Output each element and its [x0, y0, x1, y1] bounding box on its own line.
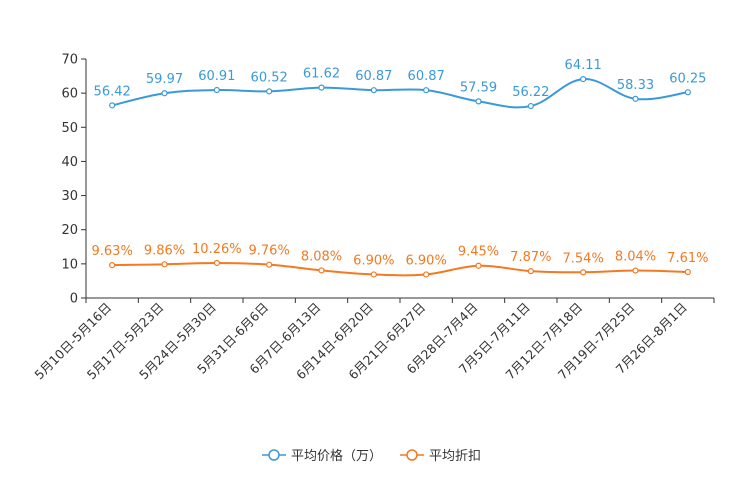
data-label: 59.97	[146, 72, 183, 87]
data-point[interactable]	[266, 261, 273, 268]
data-point[interactable]	[370, 87, 377, 94]
legend-item-avg-discount[interactable]: 平均折扣	[400, 449, 481, 464]
data-label: 10.26%	[192, 242, 242, 257]
data-point[interactable]	[161, 261, 168, 268]
data-label: 8.08%	[301, 249, 342, 264]
y-tick-label: 30	[61, 189, 78, 204]
series-line	[112, 261, 688, 277]
data-label: 60.25	[669, 71, 706, 86]
data-point[interactable]	[475, 98, 482, 105]
data-label: 61.62	[303, 67, 340, 82]
data-label: 6.90%	[406, 253, 447, 268]
data-point[interactable]	[684, 268, 691, 276]
data-point[interactable]	[632, 267, 639, 274]
legend-item-avg-price[interactable]: 平均价格（万）	[262, 448, 382, 464]
y-tick-label: 20	[61, 223, 78, 238]
data-point[interactable]	[318, 84, 325, 91]
legend[interactable]: 平均价格（万） 平均折扣	[262, 448, 481, 464]
data-point[interactable]	[213, 86, 220, 94]
data-point[interactable]	[527, 268, 534, 275]
data-point[interactable]	[475, 262, 482, 269]
data-label: 58.33	[617, 78, 654, 93]
y-tick-label: 0	[70, 292, 78, 307]
data-point[interactable]	[370, 271, 377, 278]
data-point[interactable]	[423, 87, 430, 94]
series-avg-price: 56.42 59.97 60.91 60.52 61.62 60.87 60.87 57.59…	[94, 58, 706, 110]
y-tick-label: 50	[61, 121, 78, 136]
x-axis-ticks: 5月10日-5月16日5月17日-5月23日5月24日-5月30日5月31日-6…	[31, 298, 715, 382]
data-label: 60.91	[198, 69, 235, 84]
y-tick-label: 60	[61, 87, 78, 102]
data-point[interactable]	[632, 95, 639, 102]
series-avg-discount: 9.63% 9.86% 10.26% 9.76% 8.08% 6.90% 6.90% 9.45…	[92, 242, 708, 278]
data-label: 9.63%	[92, 244, 133, 259]
y-tick-label: 10	[61, 257, 78, 272]
data-point[interactable]	[161, 90, 168, 97]
data-point[interactable]	[684, 89, 691, 96]
data-point[interactable]	[580, 269, 587, 276]
data-label: 6.90%	[353, 253, 394, 268]
data-label: 60.87	[355, 69, 392, 84]
y-tick-label: 40	[61, 155, 78, 170]
legend-marker-icon	[406, 449, 418, 461]
y-tick-label: 70	[61, 53, 78, 68]
legend-label: 平均价格（万）	[291, 448, 382, 464]
data-point[interactable]	[423, 271, 430, 278]
data-label: 64.11	[565, 58, 602, 73]
data-point[interactable]	[109, 102, 116, 109]
data-label: 57.59	[460, 80, 497, 95]
data-point[interactable]	[109, 262, 116, 269]
series-line	[111, 78, 688, 109]
data-label: 7.54%	[563, 251, 604, 266]
data-label: 9.76%	[249, 244, 290, 259]
series: 56.42 59.97 60.91 60.52 61.62 60.87 60.87 57.59…	[92, 58, 708, 278]
data-label: 60.87	[408, 69, 445, 84]
data-label: 56.22	[512, 85, 549, 100]
data-point[interactable]	[527, 102, 534, 110]
data-label: 7.61%	[667, 251, 708, 266]
data-point[interactable]	[580, 76, 587, 83]
legend-label: 平均折扣	[429, 449, 481, 464]
data-label: 8.04%	[615, 250, 656, 265]
data-label: 60.52	[251, 70, 288, 85]
data-point[interactable]	[213, 259, 220, 267]
legend-marker-icon	[268, 449, 280, 461]
data-point[interactable]	[266, 88, 273, 95]
data-label: 7.87%	[510, 250, 551, 265]
data-label: 9.86%	[144, 243, 185, 258]
data-label: 56.42	[94, 84, 131, 99]
y-axis-ticks: 0 10 20 30 40 50 60 70	[61, 53, 86, 307]
data-point[interactable]	[318, 267, 325, 274]
data-label: 9.45%	[458, 245, 499, 260]
